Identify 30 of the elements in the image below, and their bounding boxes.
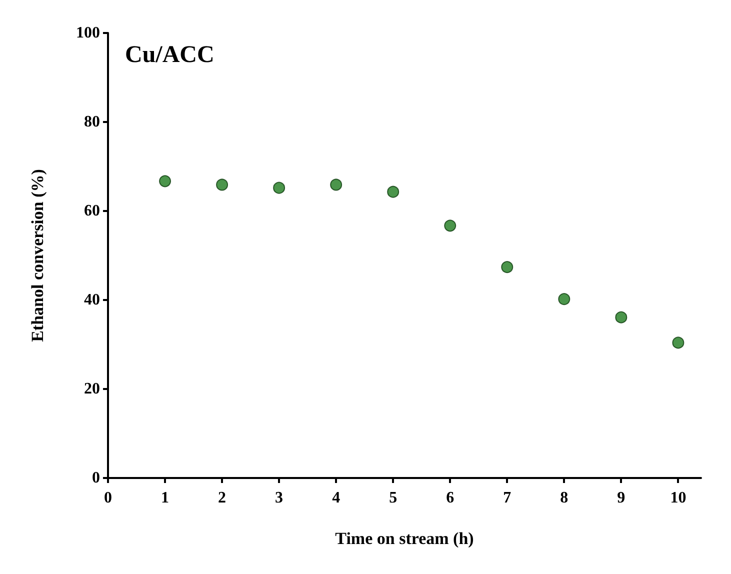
point [672, 336, 684, 349]
x-tick-label: 8 [560, 490, 568, 506]
x-tick-label: 1 [161, 490, 170, 506]
point [273, 182, 286, 194]
x-tick-label: 5 [389, 490, 398, 506]
point [216, 178, 228, 191]
x-tick-label: 2 [218, 490, 226, 506]
y-tick-label: 100 [76, 24, 100, 42]
y-tick-label: 0 [92, 470, 100, 486]
point [159, 175, 172, 188]
y-tick-label: 20 [84, 380, 100, 398]
x-tick-label: 7 [503, 490, 512, 506]
x-tick-label: 6 [446, 490, 454, 506]
point [444, 220, 456, 232]
point [615, 311, 628, 324]
x-tick-label: 3 [275, 490, 284, 506]
chart-title: Cu/ACC [125, 42, 214, 68]
point [501, 261, 514, 274]
y-tick-label: 40 [84, 292, 100, 308]
y-tick-label: 60 [84, 202, 100, 220]
point [387, 186, 400, 198]
x-tick-label: 10 [670, 490, 686, 506]
x-tick-label: 4 [332, 490, 340, 506]
x-tick-label: 0 [104, 490, 112, 506]
point [558, 293, 570, 306]
point [330, 178, 342, 191]
x-tick-label: 9 [617, 490, 626, 506]
y-tick-label: 80 [84, 114, 100, 130]
x-axis-title: Time on stream (h) [335, 529, 474, 548]
y-axis-title: Ethanol conversion (%) [28, 169, 47, 342]
